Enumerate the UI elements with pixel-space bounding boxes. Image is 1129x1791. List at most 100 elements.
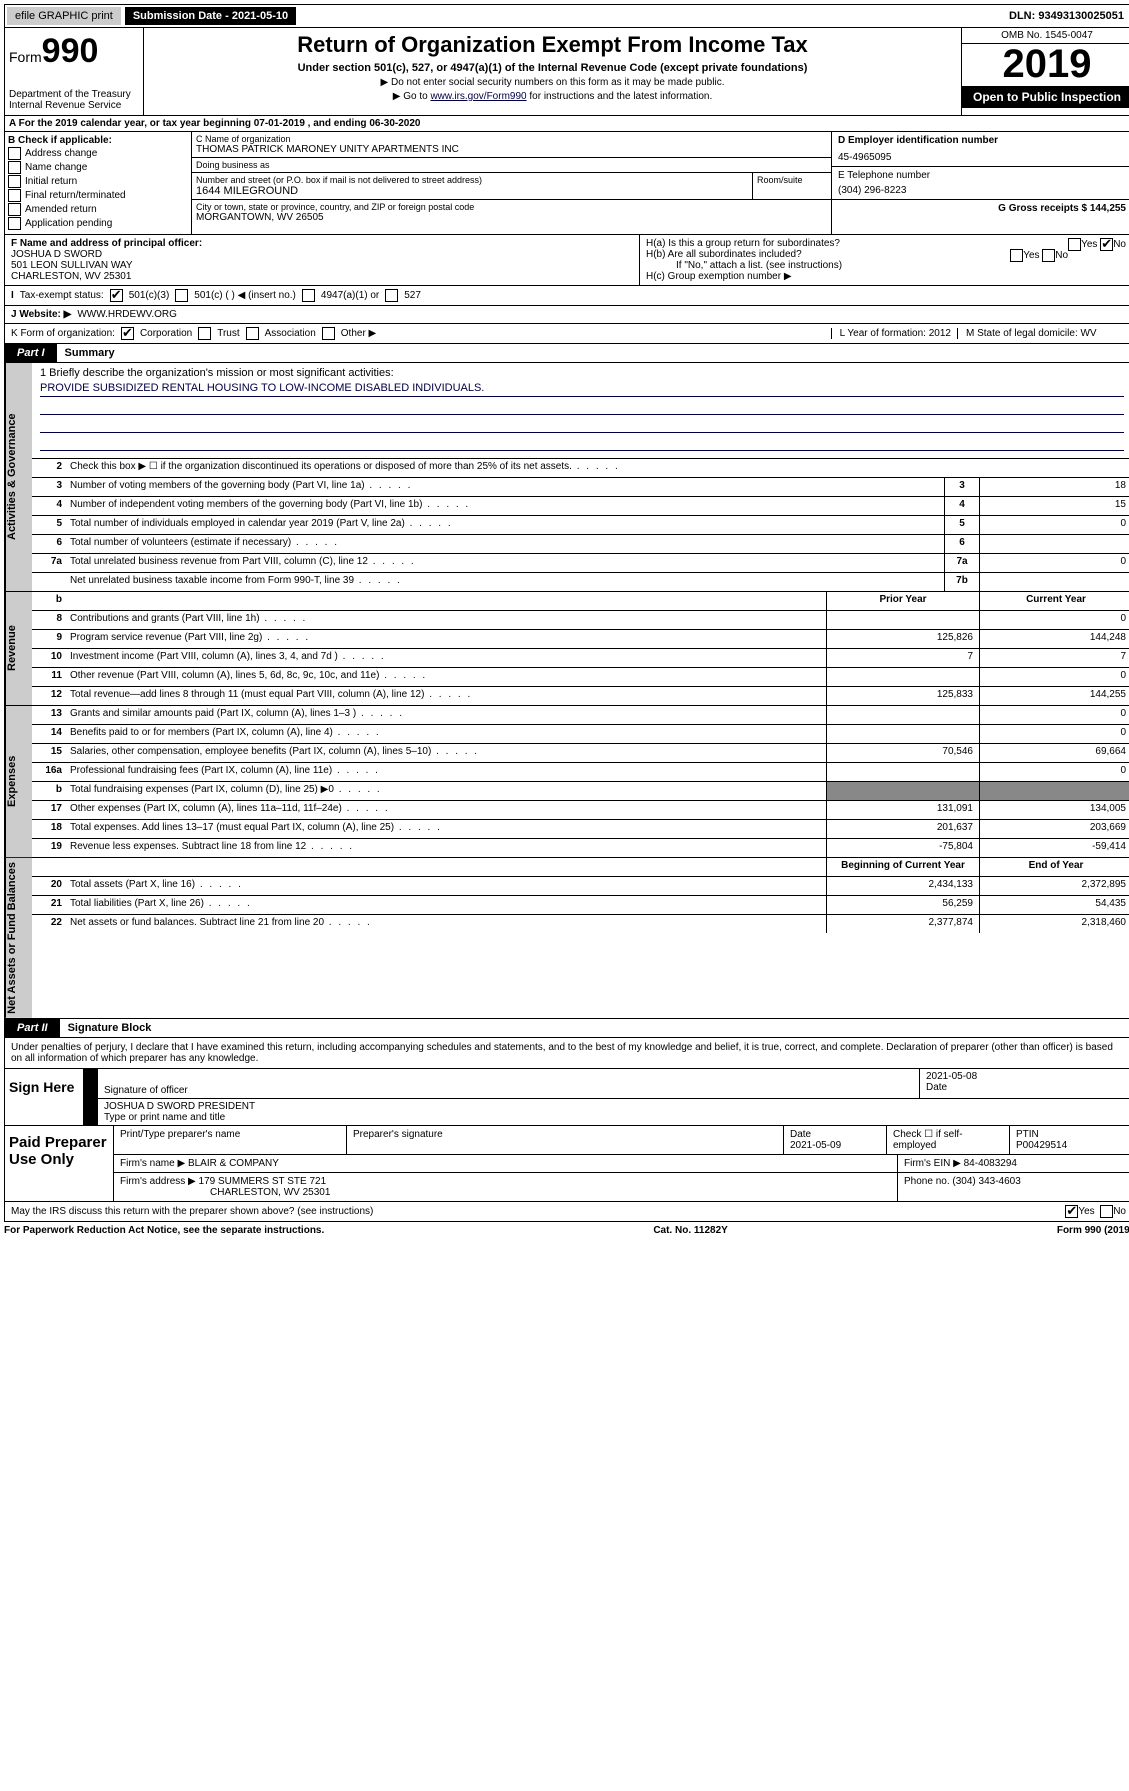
section-bcde: B Check if applicable: Address change Na… (4, 132, 1129, 235)
open-public-badge: Open to Public Inspection (962, 86, 1129, 108)
dba-row: Doing business as (192, 158, 831, 173)
prep-date-label: Date (790, 1129, 811, 1140)
firm-addr2: CHARLESTON, WV 25301 (210, 1187, 330, 1198)
ha-no[interactable] (1100, 238, 1113, 251)
arrow-icon (84, 1099, 98, 1125)
hb-no[interactable] (1042, 249, 1055, 262)
phone-block: E Telephone number (304) 296-8223 (832, 167, 1129, 200)
m-label: M State of legal domicile: WV (957, 328, 1126, 339)
table-row: 13Grants and similar amounts paid (Part … (32, 706, 1129, 725)
vtab-governance: Activities & Governance (5, 363, 32, 591)
part-i-tab: Part I (5, 344, 57, 362)
revenue-section: Revenue b Prior Year Current Year 8Contr… (4, 592, 1129, 706)
header-left: Form990 Department of the Treasury Inter… (5, 28, 144, 115)
ha-yes[interactable] (1068, 238, 1081, 251)
current-year-head: Current Year (979, 592, 1129, 610)
submission-date-badge: Submission Date - 2021-05-10 (125, 7, 296, 25)
form-subtitle: Under section 501(c), 527, or 4947(a)(1)… (148, 62, 957, 74)
k-trust[interactable] (198, 327, 211, 340)
table-row: 14Benefits paid to or for members (Part … (32, 725, 1129, 744)
sig-officer-label: Signature of officer (104, 1085, 913, 1096)
officer-addr1: 501 LEON SULLIVAN WAY (11, 260, 633, 271)
ein-block: D Employer identification number 45-4965… (832, 132, 1129, 167)
firm-phone: (304) 343-4603 (952, 1176, 1020, 1187)
l-label: L Year of formation: 2012 (831, 328, 951, 339)
chk-address[interactable]: Address change (8, 147, 188, 160)
city-row: City or town, state or province, country… (192, 200, 831, 225)
officer-block: F Name and address of principal officer:… (5, 235, 640, 285)
te-501c[interactable] (175, 289, 188, 302)
hb-yes[interactable] (1010, 249, 1023, 262)
mission-block: 1 Briefly describe the organization's mi… (32, 363, 1129, 459)
chk-amended[interactable]: Amended return (8, 203, 188, 216)
te-4947[interactable] (302, 289, 315, 302)
dept-label: Department of the Treasury Internal Reve… (9, 89, 139, 111)
org-name: THOMAS PATRICK MARONEY UNITY APARTMENTS … (196, 144, 827, 155)
top-bar: efile GRAPHIC print Submission Date - 20… (4, 4, 1129, 28)
chk-initial[interactable]: Initial return (8, 175, 188, 188)
discuss-yes[interactable] (1065, 1205, 1078, 1218)
firm-addr-label: Firm's address ▶ (120, 1176, 196, 1187)
firm-label: Firm's name ▶ (120, 1158, 185, 1169)
phone-label: E Telephone number (838, 170, 1126, 181)
sign-date-label: Date (926, 1082, 1126, 1093)
net-header: Beginning of Current Year End of Year (32, 858, 1129, 877)
tax-exempt-row: ITax-exempt status: 501(c)(3) 501(c) ( )… (4, 286, 1129, 306)
governance-section: Activities & Governance 1 Briefly descri… (4, 363, 1129, 592)
form-title: Return of Organization Exempt From Incom… (148, 32, 957, 58)
gross-receipts: G Gross receipts $ 144,255 (832, 200, 1129, 217)
mission-text: PROVIDE SUBSIDIZED RENTAL HOUSING TO LOW… (40, 382, 1124, 397)
chk-name[interactable]: Name change (8, 161, 188, 174)
table-row: 11Other revenue (Part VIII, column (A), … (32, 668, 1129, 687)
prior-year-head: Prior Year (826, 592, 979, 610)
goto-suffix: for instructions and the latest informat… (527, 91, 713, 102)
table-row: 21Total liabilities (Part X, line 26)56,… (32, 896, 1129, 915)
gov-line: Net unrelated business taxable income fr… (32, 573, 1129, 591)
gov-line: 6Total number of volunteers (estimate if… (32, 535, 1129, 554)
table-row: 22Net assets or fund balances. Subtract … (32, 915, 1129, 933)
firm-name: BLAIR & COMPANY (188, 1158, 279, 1169)
instructions-link[interactable]: www.irs.gov/Form990 (430, 91, 526, 102)
header-center: Return of Organization Exempt From Incom… (144, 28, 961, 115)
te-527[interactable] (385, 289, 398, 302)
gov-line: 5Total number of individuals employed in… (32, 516, 1129, 535)
table-row: 18Total expenses. Add lines 13–17 (must … (32, 820, 1129, 839)
efile-badge[interactable]: efile GRAPHIC print (7, 7, 121, 25)
paperwork-notice: For Paperwork Reduction Act Notice, see … (4, 1225, 324, 1236)
k-other[interactable] (322, 327, 335, 340)
k-corp[interactable] (121, 327, 134, 340)
sign-name-label: Type or print name and title (104, 1112, 1126, 1123)
ptin-label: PTIN (1016, 1129, 1039, 1140)
org-name-label: C Name of organization (196, 134, 827, 144)
col-b-checkboxes: B Check if applicable: Address change Na… (5, 132, 192, 234)
gov-line: 4Number of independent voting members of… (32, 497, 1129, 516)
header-right: OMB No. 1545-0047 2019 Open to Public In… (961, 28, 1129, 115)
hb-row: H(b) Are all subordinates included? Yes … (646, 249, 1126, 260)
prep-sig-label: Preparer's signature (347, 1126, 784, 1154)
sign-here-block: Sign Here Signature of officer 2021-05-0… (4, 1069, 1129, 1126)
vtab-expenses: Expenses (5, 706, 32, 857)
table-row: 17Other expenses (Part IX, column (A), l… (32, 801, 1129, 820)
form-footer: Form 990 (2019) (1057, 1225, 1129, 1236)
expenses-section: Expenses 13Grants and similar amounts pa… (4, 706, 1129, 858)
h-block: H(a) Is this a group return for subordin… (640, 235, 1129, 285)
discuss-no[interactable] (1100, 1205, 1113, 1218)
website-row: J Website: ▶ WWW.HRDEWV.ORG (4, 306, 1129, 324)
street-row: Number and street (or P.O. box if mail i… (192, 173, 831, 200)
chk-pending[interactable]: Application pending (8, 217, 188, 230)
ssn-notice: ▶ Do not enter social security numbers o… (148, 77, 957, 88)
gov-line: 2Check this box ▶ ☐ if the organization … (32, 459, 1129, 478)
firm-phone-label: Phone no. (904, 1176, 950, 1187)
mission-q: 1 Briefly describe the organization's mi… (40, 367, 1124, 379)
te-501c3[interactable] (110, 289, 123, 302)
table-row: 20Total assets (Part X, line 16)2,434,13… (32, 877, 1129, 896)
form-label: Form (9, 49, 42, 65)
officer-name: JOSHUA D SWORD (11, 249, 633, 260)
part-i-title: Summary (57, 344, 123, 362)
chk-final[interactable]: Final return/terminated (8, 189, 188, 202)
street-val: 1644 MILEGROUND (196, 185, 748, 197)
section-fh: F Name and address of principal officer:… (4, 235, 1129, 286)
room-label: Room/suite (753, 173, 831, 199)
k-assoc[interactable] (246, 327, 259, 340)
ptin-val: P00429514 (1016, 1140, 1067, 1151)
